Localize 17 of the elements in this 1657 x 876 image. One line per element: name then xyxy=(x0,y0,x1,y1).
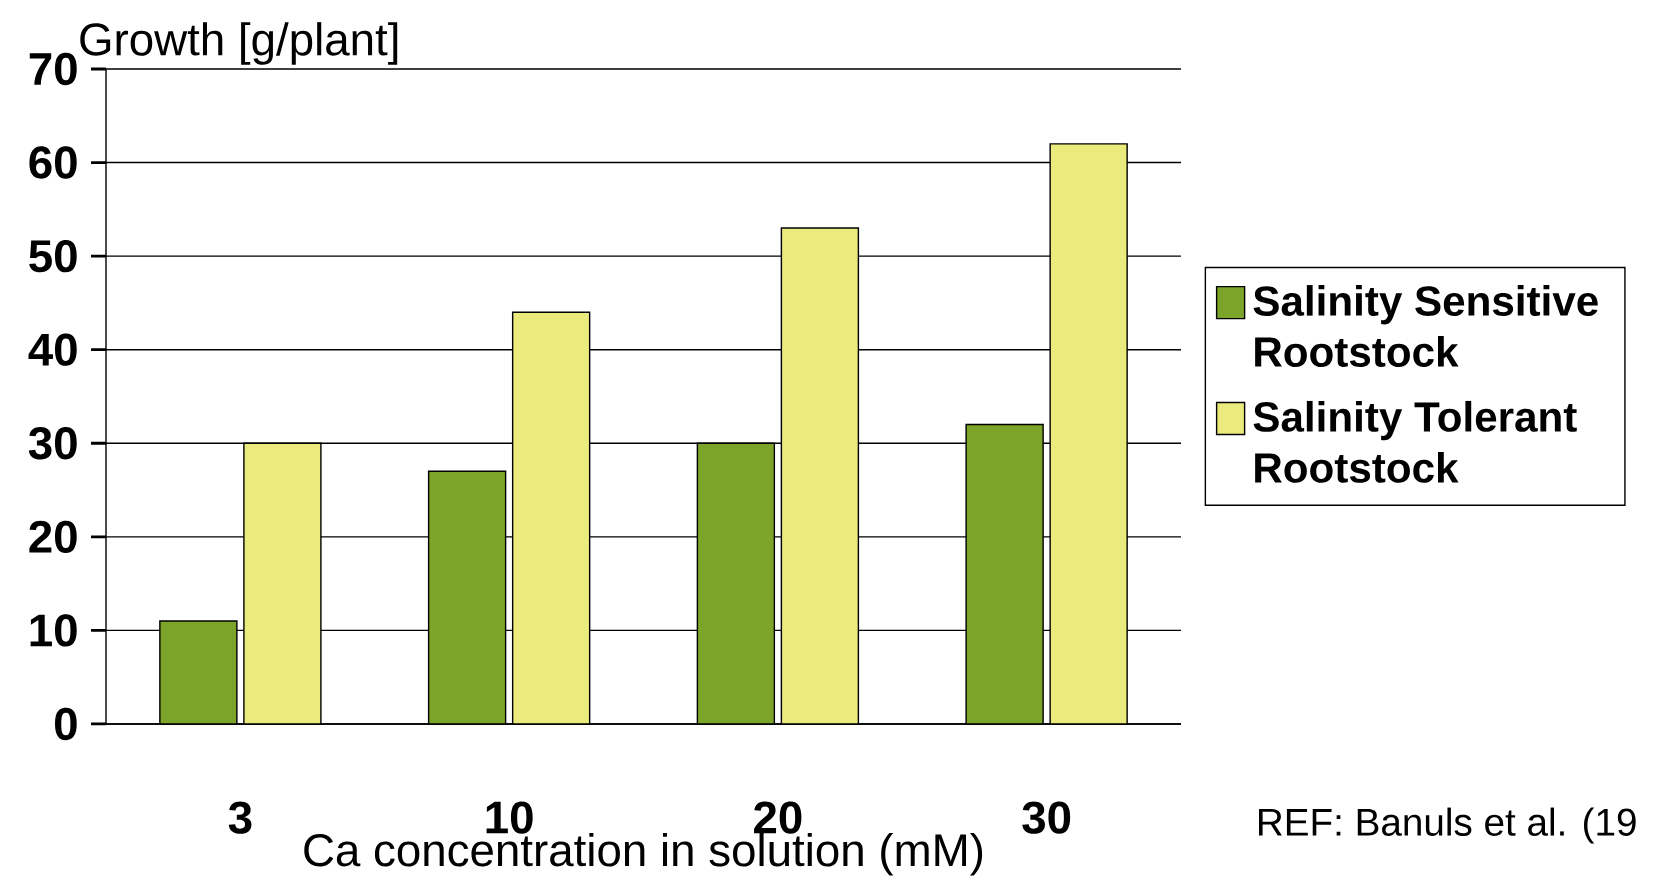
x-axis-title: Ca concentration in solution (mM) xyxy=(304,832,983,876)
text: REF: Banuls et al. (19 xyxy=(1259,807,1636,844)
y-tick-label: 70 xyxy=(29,52,77,86)
y-tick-label: 60 xyxy=(29,146,77,179)
x-tick-label: 30 xyxy=(1022,801,1071,834)
legend-label: Salinity Sensitive Rootstock xyxy=(1253,285,1598,367)
y-tick-label: 0 xyxy=(55,707,77,741)
y-tick-label: 40 xyxy=(28,333,77,366)
x-tick-label: 20 xyxy=(754,801,802,834)
y-tick-label: 10 xyxy=(30,614,77,647)
legend-label: Salinity Tolerant Rootstock xyxy=(1253,400,1577,483)
y-tick-label: 30 xyxy=(28,427,77,460)
y-tick-label: 20 xyxy=(29,520,77,554)
x-tick-label: 3 xyxy=(228,801,252,834)
y-tick-label: 50 xyxy=(29,239,77,273)
x-tick-label: 10 xyxy=(486,801,533,834)
y-axis-title: Growth [g/plant] xyxy=(80,22,398,65)
